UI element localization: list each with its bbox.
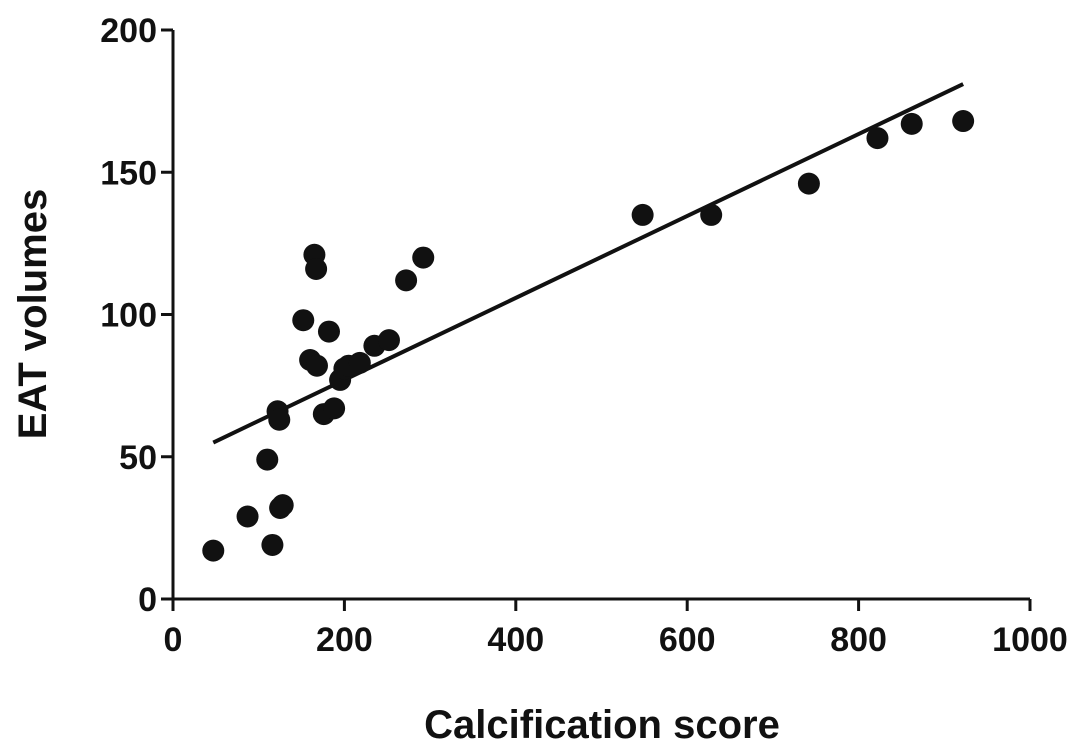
x-tick-label: 200: [316, 621, 373, 659]
data-point: [631, 203, 654, 226]
data-point: [952, 110, 975, 133]
data-point: [202, 539, 225, 562]
data-point: [866, 127, 889, 150]
data-point: [236, 505, 259, 528]
axes: 0 200 400 600 800 1000 0 50 100 150 200: [100, 12, 1068, 659]
data-point: [323, 397, 346, 420]
data-point: [268, 408, 291, 431]
regression-line: [212, 82, 965, 445]
data-point: [271, 494, 294, 517]
y-tick-label: 50: [119, 439, 157, 477]
data-point: [292, 309, 315, 332]
x-axis-title: Calcification score: [424, 703, 780, 747]
data-point: [261, 533, 284, 556]
data-point: [412, 246, 435, 269]
data-point: [348, 351, 371, 374]
plot-area: [202, 82, 975, 562]
y-tick-label: 100: [100, 297, 157, 335]
x-tick-label: 400: [487, 621, 544, 659]
x-tick-label: 0: [164, 621, 183, 659]
data-point: [395, 269, 418, 292]
data-point: [256, 448, 279, 471]
y-tick-label: 150: [100, 154, 157, 192]
x-tick-label: 600: [659, 621, 716, 659]
x-tick-label: 800: [830, 621, 887, 659]
data-point: [377, 329, 400, 352]
y-axis-title: EAT volumes: [11, 189, 55, 439]
data-point: [305, 354, 328, 377]
data-point: [700, 203, 723, 226]
data-point: [900, 112, 923, 135]
data-point: [305, 257, 328, 280]
y-tick-label: 200: [100, 12, 157, 50]
data-point: [317, 320, 340, 343]
x-tick-label: 1000: [992, 621, 1068, 659]
data-point: [797, 172, 820, 195]
y-tick-label: 0: [138, 581, 157, 619]
